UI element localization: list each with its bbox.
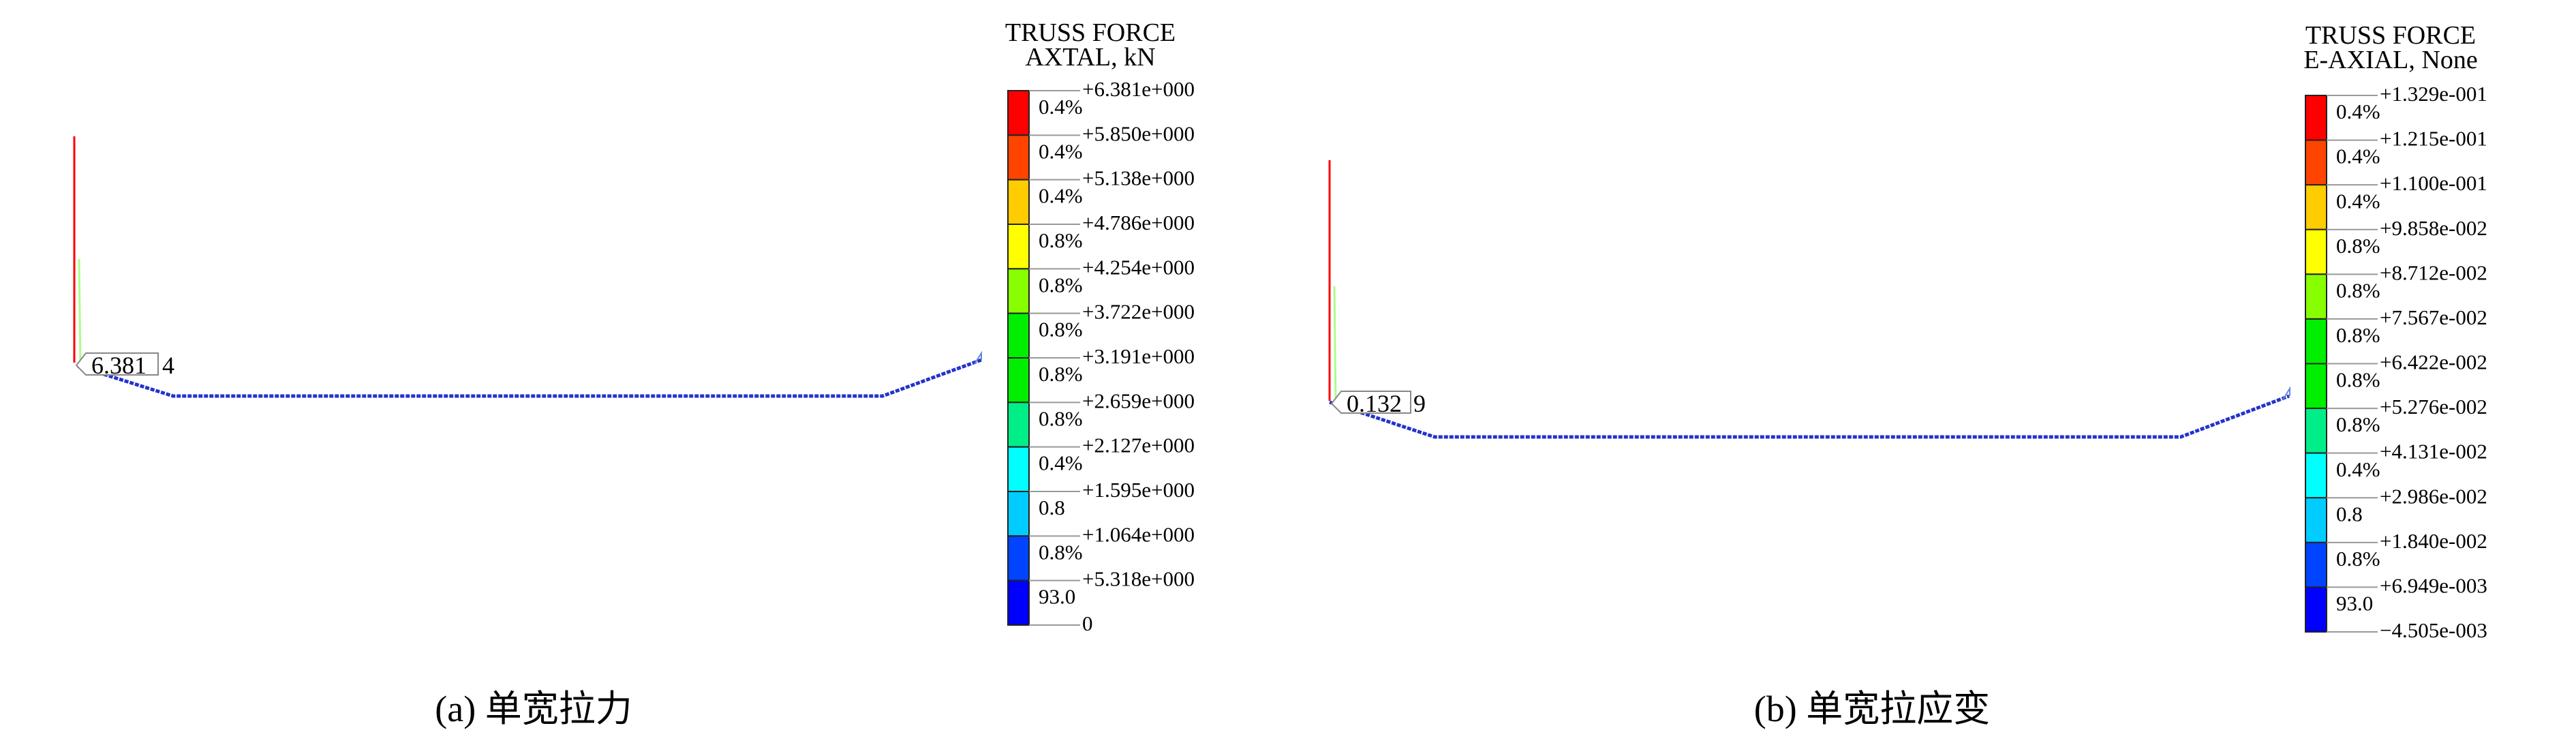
legend-color-band [1007,491,1030,537]
legend-tick-label: +1.840e-002 [2380,529,2487,553]
legend-tick-label: +2.986e-002 [2380,484,2487,508]
legend-color-band [2305,497,2327,543]
legend-color-band [1007,579,1030,626]
legend-color-band [2305,95,2327,141]
legend-color-band [2305,184,2327,230]
legend-color-band [2305,541,2327,588]
legend-band-percent: 0.8% [1039,228,1083,252]
legend-color-band [2305,586,2327,633]
legend-band-percent: 0.8% [1039,362,1083,386]
panel-a: 6.381 4 TRUSS FORCE AXTAL, kN 0.4% 0.4% 0.… [73,18,1195,729]
geogrid-member [77,358,982,398]
legend-tick-label: +1.595e+000 [1082,478,1195,502]
legend-tick-label: +3.722e+000 [1082,300,1195,324]
legend-color-band [1007,134,1030,181]
truss-model-b: 0.132 9 [1328,160,2290,439]
legend-band-percent: 0.4% [1039,184,1083,208]
legend-band-percent: 93.0 [2336,592,2373,616]
legend-tick-label: +7.567e-002 [2380,305,2487,329]
legend-color-band [1007,268,1030,314]
legend-band-percent: 0.8% [1039,318,1083,342]
legend-tick-label: +2.659e+000 [1082,389,1195,412]
legend-tick-label: +1.064e+000 [1082,522,1195,546]
probe-label-box [75,352,159,376]
legend-tick-label: +6.422e-002 [2380,350,2487,374]
legend-color-band [1007,535,1030,581]
wall-member-green [78,258,82,363]
truss-model-a: 6.381 4 [73,136,982,398]
legend-band-percent: 0.8% [2336,278,2380,302]
legend-title: TRUSS FORCE [1005,18,1176,47]
legend-title: TRUSS FORCE [2305,21,2476,50]
legend-tick-label: +2.127e+000 [1082,434,1195,457]
legend-tick-label: +5.276e-002 [2380,395,2487,419]
legend-band-percent: 0.4% [2336,457,2380,481]
legend-band-percent: 0.8% [1039,273,1083,297]
legend-tick-label: +1.100e-001 [2380,171,2487,195]
legend-color-band [1007,401,1030,448]
legend-color-band [1007,357,1030,404]
legend-band-percent: 0.4% [1039,95,1083,119]
legend-subtitle: AXTAL, kN [1025,43,1155,72]
legend-tick-label: +8.712e-002 [2380,260,2487,284]
legend-band-percent: 0.8 [1039,496,1065,519]
panel-b: 0.132 9 TRUSS FORCE E-AXIAL, None 0.4% 0.… [1328,21,2487,729]
legend-tick-label: +4.786e+000 [1082,211,1195,234]
legend-color-band [1007,446,1030,493]
legend-tick-label: +9.858e-002 [2380,216,2487,240]
legend-color-band [1007,224,1030,270]
legend-color-band [2305,273,2327,320]
geogrid-member [1329,394,2290,439]
caption-a: (a) 单宽拉力 [435,688,632,729]
legend-band-percent: 0.8% [2336,547,2380,571]
legend-tick-label: 0 [1082,611,1093,635]
legend-band-percent: 0.8 [2336,502,2363,526]
probe-label-box [1330,391,1411,414]
legend-band-percent: 0.4% [2336,100,2380,123]
legend-color-band [2305,452,2327,499]
legend-b: TRUSS FORCE E-AXIAL, None 0.4% 0.4% 0.4% 0.… [2303,21,2487,642]
end-hook [2282,386,2290,400]
legend-color-band [1007,90,1030,136]
legend-tick-label: +6.381e+000 [1082,77,1195,101]
legend-band-percent: 0.8% [2336,412,2380,436]
legend-tick-label: +1.215e-001 [2380,127,2487,151]
legend-band-percent: 0.8% [2336,323,2380,347]
legend-color-band [2305,363,2327,410]
legend-band-percent: 0.8% [2336,368,2380,392]
caption-b: (b) 单宽拉应变 [1754,688,1990,729]
legend-band-percent: 0.4% [1039,451,1083,475]
end-hook [974,350,982,365]
legend-band-percent: 0.4% [2336,145,2380,168]
legend-color-band [2305,228,2327,275]
legend-a: TRUSS FORCE AXTAL, kN 0.4% 0.4% 0.4% 0.8% 0.… [1005,18,1195,635]
legend-tick-label: +4.254e+000 [1082,255,1195,279]
probe-value: 6.381 [91,352,147,379]
probe-suffix: 4 [162,352,174,379]
legend-tick-label: +6.949e-003 [2380,573,2487,597]
probe-suffix: 9 [1413,390,1426,417]
legend-band-percent: 0.4% [1039,139,1083,163]
legend-tick-label: +4.131e-002 [2380,440,2487,464]
legend-band-percent: 0.8% [1039,540,1083,564]
legend-subtitle: E-AXIAL, None [2303,46,2477,74]
legend-color-band [2305,139,2327,186]
legend-tick-label: +5.850e+000 [1082,121,1195,145]
probe-value: 0.132 [1347,390,1402,417]
legend-color-band [1007,312,1030,359]
legend-band-percent: 0.8% [2336,234,2380,258]
legend-color-band [2305,318,2327,365]
legend-band-percent: 93.0 [1039,585,1075,609]
legend-color-band [1007,179,1030,225]
legend-tick-label: +1.329e-001 [2380,82,2487,106]
legend-band-percent: 0.8% [1039,406,1083,430]
legend-tick-label: −4.505e-003 [2380,618,2487,642]
wall-member-green [1333,286,1337,401]
legend-band-percent: 0.4% [2336,189,2380,213]
legend-tick-label: +5.318e+000 [1082,567,1195,591]
legend-color-band [2305,408,2327,454]
legend-tick-label: +5.138e+000 [1082,166,1195,190]
legend-tick-label: +3.191e+000 [1082,344,1195,368]
